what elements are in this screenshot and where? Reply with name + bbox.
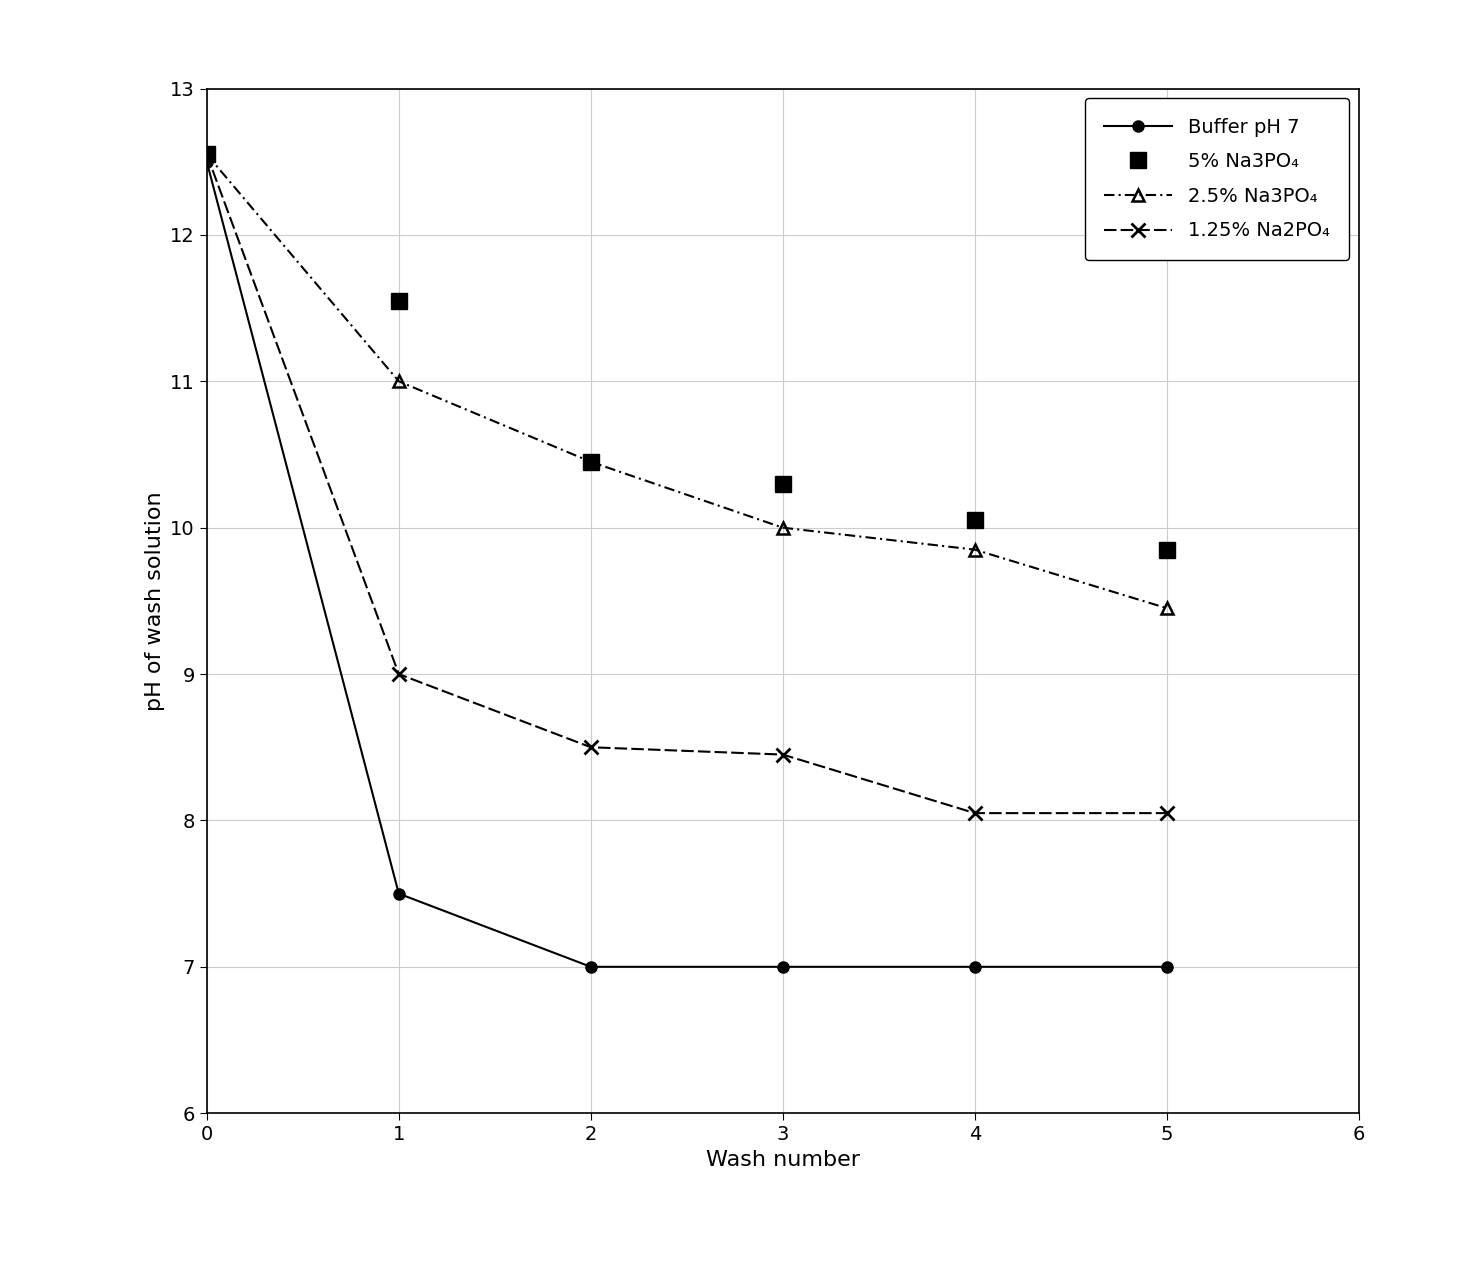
5% Na3PO₄ <box>1158 541 1176 557</box>
5% Na3PO₄ <box>582 454 600 469</box>
Buffer pH 7 <box>1158 959 1176 974</box>
2.5% Na3PO₄ <box>966 541 984 557</box>
Buffer pH 7 <box>774 959 792 974</box>
5% Na3PO₄ <box>774 476 792 491</box>
Line: Buffer pH 7: Buffer pH 7 <box>201 156 1173 973</box>
1.25% Na2PO₄ <box>390 667 408 682</box>
Buffer pH 7 <box>582 959 600 974</box>
1.25% Na2PO₄ <box>774 746 792 762</box>
Legend: Buffer pH 7, 5% Na3PO₄, 2.5% Na3PO₄, 1.25% Na2PO₄: Buffer pH 7, 5% Na3PO₄, 2.5% Na3PO₄, 1.2… <box>1084 99 1349 259</box>
Buffer pH 7 <box>966 959 984 974</box>
1.25% Na2PO₄ <box>582 740 600 755</box>
2.5% Na3PO₄ <box>198 147 216 162</box>
1.25% Na2PO₄ <box>966 806 984 821</box>
2.5% Na3PO₄ <box>774 520 792 535</box>
Buffer pH 7 <box>198 154 216 170</box>
Line: 1.25% Na2PO₄: 1.25% Na2PO₄ <box>199 148 1174 820</box>
5% Na3PO₄ <box>390 293 408 309</box>
Buffer pH 7 <box>390 886 408 901</box>
Line: 2.5% Na3PO₄: 2.5% Na3PO₄ <box>201 148 1173 615</box>
Y-axis label: pH of wash solution: pH of wash solution <box>145 491 164 711</box>
5% Na3PO₄ <box>966 512 984 528</box>
Line: 5% Na3PO₄: 5% Na3PO₄ <box>199 147 1174 558</box>
X-axis label: Wash number: Wash number <box>706 1150 860 1170</box>
2.5% Na3PO₄ <box>582 454 600 469</box>
1.25% Na2PO₄ <box>1158 806 1176 821</box>
2.5% Na3PO₄ <box>1158 601 1176 616</box>
5% Na3PO₄ <box>198 147 216 162</box>
1.25% Na2PO₄ <box>198 147 216 162</box>
2.5% Na3PO₄ <box>390 373 408 388</box>
